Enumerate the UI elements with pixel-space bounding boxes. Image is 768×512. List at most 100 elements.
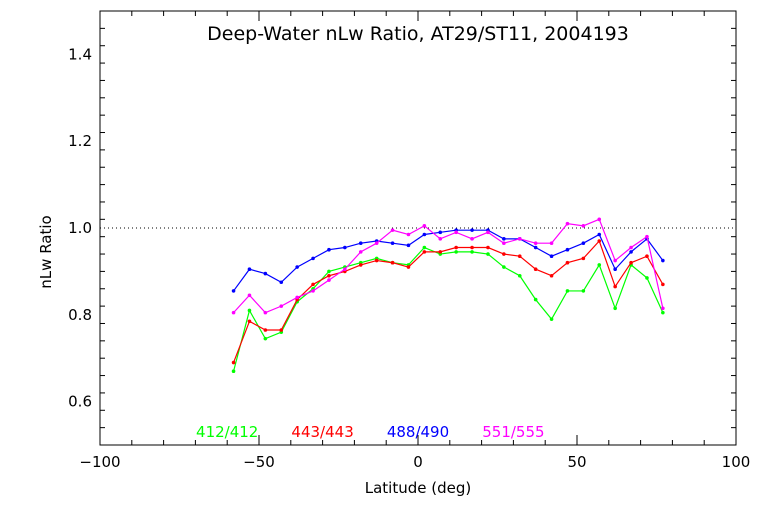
data-point bbox=[613, 306, 617, 311]
data-point bbox=[263, 336, 268, 341]
data-point bbox=[390, 260, 395, 265]
data-point bbox=[295, 295, 299, 300]
data-point bbox=[422, 224, 427, 228]
y-tick-label: 1.0 bbox=[68, 219, 92, 237]
data-point bbox=[565, 221, 570, 226]
legend-entry-1: 412/412 bbox=[196, 423, 258, 441]
data-point bbox=[565, 247, 570, 252]
data-point bbox=[374, 258, 379, 263]
data-point bbox=[533, 267, 538, 272]
data-point bbox=[581, 289, 586, 293]
data-point bbox=[581, 224, 586, 228]
data-point bbox=[438, 237, 443, 241]
data-point bbox=[422, 245, 427, 250]
data-point bbox=[629, 245, 633, 250]
data-point bbox=[327, 269, 331, 274]
data-point bbox=[470, 250, 474, 254]
data-point bbox=[279, 280, 284, 285]
x-axis-label: Latitude (deg) bbox=[365, 479, 471, 497]
data-point bbox=[486, 245, 490, 250]
data-point bbox=[502, 252, 506, 256]
data-point bbox=[343, 267, 347, 272]
y-tick-labels: 0.6 0.8 1.0 1.2 1.4 bbox=[68, 45, 92, 410]
data-point bbox=[358, 250, 363, 254]
data-point bbox=[438, 230, 443, 235]
x-tick-label: 100 bbox=[722, 453, 751, 471]
series-line-2 bbox=[233, 239, 664, 363]
data-point bbox=[629, 260, 633, 265]
data-point bbox=[486, 252, 490, 256]
data-point bbox=[661, 258, 665, 263]
y-tick-label: 1.4 bbox=[68, 45, 92, 63]
y-tick-label: 0.6 bbox=[68, 393, 92, 411]
x-tick-labels: −100 −50 0 50 100 bbox=[79, 453, 750, 471]
y-tick-label: 0.8 bbox=[68, 306, 92, 324]
data-point bbox=[358, 263, 363, 267]
data-point bbox=[613, 284, 617, 289]
series-line-1 bbox=[232, 246, 664, 372]
data-point bbox=[661, 310, 665, 315]
legend-entry-3: 488/490 bbox=[387, 423, 449, 441]
data-point bbox=[406, 265, 411, 269]
series-group bbox=[231, 217, 665, 374]
data-point bbox=[517, 254, 522, 259]
data-point bbox=[263, 310, 268, 315]
y-axis-label: nLw Ratio bbox=[37, 215, 55, 288]
data-point bbox=[311, 289, 315, 293]
x-tick-label: −100 bbox=[79, 453, 120, 471]
data-point bbox=[247, 319, 252, 324]
data-point bbox=[311, 256, 315, 261]
data-point bbox=[358, 241, 363, 245]
data-point bbox=[549, 241, 554, 245]
data-point bbox=[533, 245, 538, 250]
data-point bbox=[597, 239, 602, 243]
data-point bbox=[645, 254, 649, 259]
data-point bbox=[406, 243, 411, 248]
data-point bbox=[533, 241, 538, 245]
data-point bbox=[422, 232, 427, 237]
data-point bbox=[422, 250, 427, 254]
data-point bbox=[502, 237, 506, 241]
series-line-3 bbox=[233, 229, 664, 292]
chart-title: Deep-Water nLw Ratio, AT29/ST11, 2004193 bbox=[207, 23, 629, 45]
data-point bbox=[231, 289, 236, 293]
y-tick-label: 1.2 bbox=[68, 132, 92, 150]
data-point bbox=[502, 241, 506, 245]
data-point bbox=[581, 241, 586, 245]
data-point bbox=[549, 254, 554, 259]
data-point bbox=[390, 241, 395, 245]
data-point bbox=[597, 232, 602, 237]
data-point bbox=[327, 273, 331, 278]
data-point bbox=[470, 237, 474, 241]
data-point bbox=[247, 308, 252, 313]
data-point bbox=[549, 273, 554, 278]
data-point bbox=[438, 250, 443, 254]
data-point bbox=[263, 328, 268, 332]
data-point bbox=[502, 265, 506, 269]
data-point bbox=[581, 256, 586, 261]
data-point bbox=[565, 289, 570, 293]
data-point bbox=[327, 278, 331, 282]
data-point bbox=[231, 360, 236, 365]
data-point bbox=[231, 310, 236, 315]
data-point bbox=[661, 306, 665, 311]
x-tick-label: −50 bbox=[243, 453, 275, 471]
series-line-4 bbox=[233, 218, 664, 314]
data-point bbox=[279, 304, 284, 308]
data-point bbox=[343, 245, 347, 250]
data-point bbox=[295, 265, 299, 269]
legend-entry-2: 443/443 bbox=[291, 423, 353, 441]
data-point bbox=[279, 328, 284, 332]
data-point bbox=[406, 232, 411, 237]
axis-ticks bbox=[99, 10, 737, 446]
data-point bbox=[549, 317, 554, 321]
data-point bbox=[247, 293, 252, 298]
data-point bbox=[231, 369, 236, 374]
x-tick-label: 50 bbox=[567, 453, 586, 471]
data-point bbox=[661, 282, 665, 287]
data-point bbox=[470, 228, 474, 232]
data-point bbox=[645, 276, 649, 280]
data-point bbox=[597, 263, 602, 267]
data-point bbox=[454, 230, 458, 235]
